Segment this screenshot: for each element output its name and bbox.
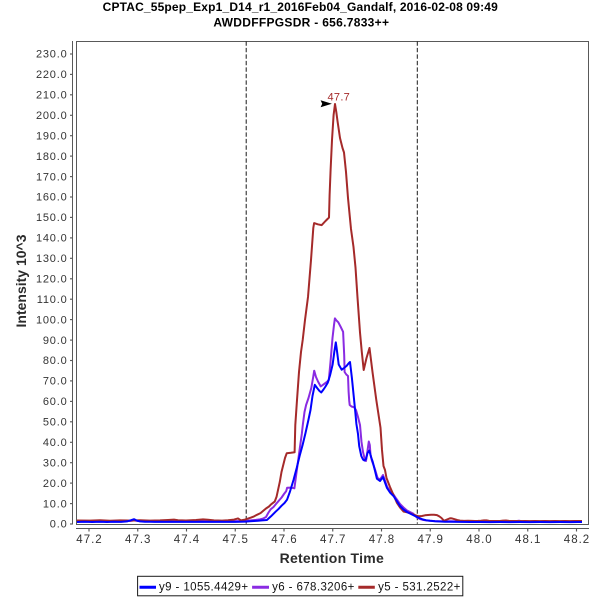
- svg-text:200.0: 200.0: [36, 110, 68, 122]
- svg-text:47.8: 47.8: [369, 534, 395, 546]
- svg-text:190.0: 190.0: [36, 130, 68, 142]
- svg-text:140.0: 140.0: [36, 233, 68, 245]
- svg-text:AWDDFFPGSDR - 656.7833++: AWDDFFPGSDR - 656.7833++: [213, 15, 389, 29]
- svg-text:40.0: 40.0: [43, 437, 68, 449]
- svg-text:47.7: 47.7: [327, 91, 350, 103]
- svg-text:47.4: 47.4: [174, 534, 200, 546]
- svg-text:48.2: 48.2: [564, 534, 590, 546]
- svg-text:47.3: 47.3: [125, 534, 151, 546]
- svg-text:y6 - 678.3206+: y6 - 678.3206+: [272, 581, 355, 593]
- svg-text:220.0: 220.0: [36, 69, 68, 81]
- svg-text:100.0: 100.0: [36, 314, 68, 326]
- svg-text:120.0: 120.0: [36, 274, 68, 286]
- svg-text:47.2: 47.2: [76, 534, 102, 546]
- svg-text:60.0: 60.0: [43, 396, 68, 408]
- svg-text:47.6: 47.6: [271, 534, 297, 546]
- svg-text:Intensity 10^3: Intensity 10^3: [13, 234, 29, 327]
- svg-text:110.0: 110.0: [37, 294, 68, 306]
- svg-text:47.7: 47.7: [320, 534, 346, 546]
- svg-text:48.0: 48.0: [466, 534, 492, 546]
- svg-text:50.0: 50.0: [43, 417, 68, 429]
- svg-text:230.0: 230.0: [36, 49, 68, 61]
- svg-text:CPTAC_55pep_Exp1_D14_r1_2016Fe: CPTAC_55pep_Exp1_D14_r1_2016Feb04_Gandal…: [103, 0, 499, 14]
- svg-text:y9 - 1055.4429+: y9 - 1055.4429+: [159, 581, 248, 593]
- svg-text:10.0: 10.0: [43, 498, 68, 510]
- svg-text:48.1: 48.1: [515, 534, 541, 546]
- svg-text:30.0: 30.0: [43, 457, 68, 469]
- svg-text:130.0: 130.0: [36, 253, 68, 265]
- svg-text:y5 - 531.2522+: y5 - 531.2522+: [378, 581, 461, 593]
- svg-text:160.0: 160.0: [36, 192, 68, 204]
- svg-text:70.0: 70.0: [43, 376, 68, 388]
- svg-text:210.0: 210.0: [36, 90, 68, 102]
- svg-text:47.9: 47.9: [418, 534, 444, 546]
- svg-text:80.0: 80.0: [43, 355, 68, 367]
- svg-text:170.0: 170.0: [36, 171, 68, 183]
- svg-text:0.0: 0.0: [50, 519, 68, 531]
- svg-text:20.0: 20.0: [43, 478, 68, 490]
- svg-text:90.0: 90.0: [43, 335, 68, 347]
- svg-text:150.0: 150.0: [36, 212, 68, 224]
- svg-text:47.5: 47.5: [223, 534, 249, 546]
- svg-text:180.0: 180.0: [36, 151, 68, 163]
- svg-text:Retention Time: Retention Time: [280, 550, 384, 566]
